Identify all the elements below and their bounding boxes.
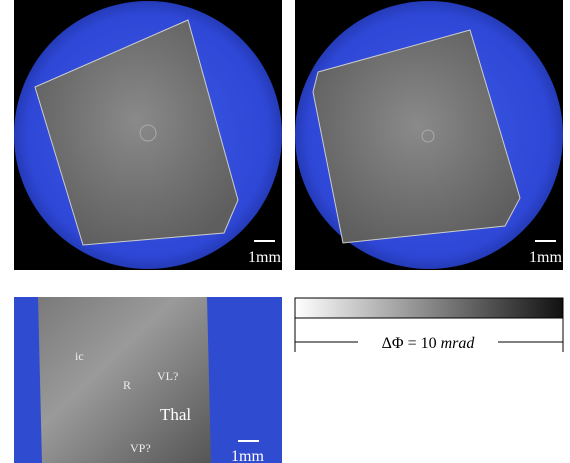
panel-top-right: 1mm [295, 0, 563, 270]
region-label: R [123, 378, 131, 392]
colorbar: ΔΦ = 10 mrad [295, 298, 563, 352]
region-label: ic [75, 349, 84, 363]
panel-top-left: 1mm [14, 0, 282, 270]
region-label: VP? [130, 441, 151, 455]
region-label: Thal [160, 405, 191, 424]
scale-bar-label: 1mm [248, 249, 281, 266]
figure: 1mm 1mm ic R VL? Thal VP? 1mm ΔΦ = 10 mr… [0, 0, 570, 463]
scale-bar-label: 1mm [231, 448, 264, 463]
scale-bar-label: 1mm [529, 249, 562, 266]
colorbar-label-text: ΔΦ = 10 [382, 335, 437, 352]
panel-bottom: ic R VL? Thal VP? 1mm [14, 297, 282, 463]
colorbar-unit: mrad [441, 335, 476, 352]
region-label: VL? [157, 369, 178, 383]
colorbar-label: ΔΦ = 10 mrad [382, 335, 476, 352]
